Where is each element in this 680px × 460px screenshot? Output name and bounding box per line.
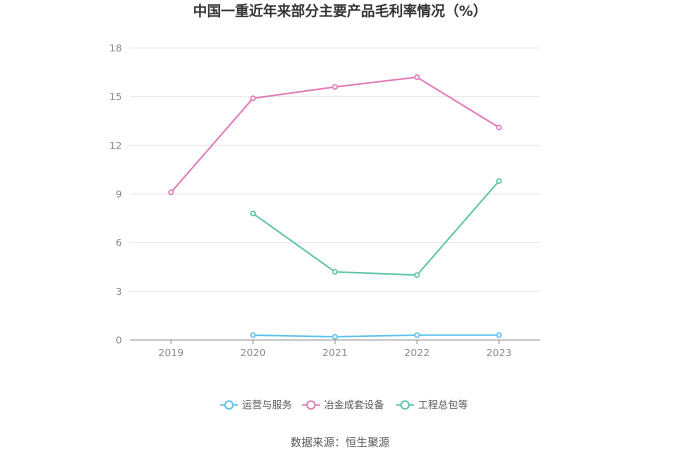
series-2 (250, 178, 502, 279)
data-point (414, 332, 420, 339)
series-line (252, 334, 499, 338)
series-line (170, 76, 500, 193)
y-axis-ticks: 0 3 6 9 12 15 18 (109, 44, 122, 347)
series-group (168, 74, 502, 340)
legend[interactable]: 运营与服务 冶金成套设备 工程总包等 (220, 399, 468, 412)
y-tick-label: 12 (109, 141, 122, 152)
data-point (496, 332, 502, 339)
data-point (496, 178, 502, 184)
data-point (332, 268, 338, 275)
y-tick-label: 18 (109, 44, 122, 55)
data-point (414, 74, 420, 81)
legend-marker (306, 400, 316, 410)
legend-item[interactable]: 工程总包等 (396, 399, 468, 412)
x-tick-label: 2022 (404, 348, 429, 359)
y-tick-label: 3 (116, 287, 122, 298)
legend-marker (224, 400, 234, 410)
x-axis-ticks: 2019 2020 2021 2022 2023 (158, 340, 512, 359)
data-point (496, 124, 502, 131)
legend-marker (400, 400, 410, 410)
x-tick-label: 2021 (322, 348, 347, 359)
x-tick-label: 2019 (158, 348, 183, 359)
series-line (252, 180, 500, 276)
data-point (332, 333, 338, 340)
legend-label: 冶金成套设备 (324, 399, 384, 412)
x-tick-label: 2020 (240, 348, 265, 359)
source-note: 数据来源：恒生聚源 (291, 435, 390, 449)
x-tick-label: 2023 (486, 348, 511, 359)
legend-item[interactable]: 冶金成套设备 (302, 399, 384, 412)
legend-item[interactable]: 运营与服务 (220, 399, 292, 412)
y-tick-label: 9 (116, 190, 122, 201)
data-point (250, 332, 256, 339)
data-point (332, 84, 338, 90)
data-point (414, 272, 420, 279)
chart-title: 中国一重近年来部分主要产品毛利率情况（%） (193, 3, 487, 20)
y-tick-label: 6 (116, 238, 122, 249)
legend-label: 工程总包等 (418, 399, 468, 412)
data-point (168, 189, 174, 196)
series-0 (250, 332, 502, 340)
grid-lines (130, 47, 540, 292)
y-tick-label: 0 (116, 336, 122, 347)
legend-label: 运营与服务 (242, 399, 292, 412)
series-1 (168, 74, 502, 196)
data-point (250, 210, 256, 217)
y-tick-label: 15 (109, 92, 122, 103)
data-point (250, 95, 256, 102)
